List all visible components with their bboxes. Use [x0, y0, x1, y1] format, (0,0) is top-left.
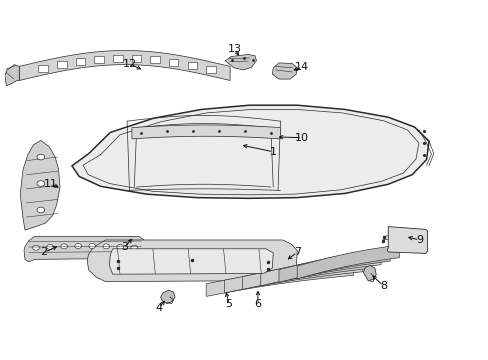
Text: 4: 4: [155, 303, 163, 313]
Circle shape: [89, 244, 95, 248]
Text: 5: 5: [225, 299, 232, 309]
Circle shape: [75, 244, 81, 248]
Polygon shape: [20, 140, 60, 230]
Circle shape: [102, 244, 109, 249]
Text: 10: 10: [294, 133, 308, 143]
Text: 14: 14: [294, 62, 308, 72]
Text: 6: 6: [254, 299, 261, 309]
Polygon shape: [224, 259, 362, 293]
Text: 3: 3: [121, 242, 128, 252]
Polygon shape: [272, 63, 297, 79]
Text: 8: 8: [379, 281, 386, 291]
Text: 7: 7: [293, 247, 300, 257]
Text: 2: 2: [41, 247, 48, 257]
Bar: [39, 65, 48, 72]
Polygon shape: [363, 265, 376, 280]
Polygon shape: [242, 256, 371, 289]
Polygon shape: [260, 252, 380, 286]
Polygon shape: [206, 262, 353, 296]
Bar: [94, 56, 104, 63]
Polygon shape: [132, 125, 280, 139]
Polygon shape: [279, 248, 389, 282]
Text: 9: 9: [415, 235, 422, 245]
Text: 11: 11: [43, 179, 57, 189]
Circle shape: [33, 245, 40, 250]
Bar: [168, 59, 178, 66]
Polygon shape: [386, 226, 427, 253]
Polygon shape: [87, 240, 297, 282]
Bar: [206, 66, 215, 73]
Bar: [76, 58, 85, 66]
Polygon shape: [160, 290, 175, 303]
Polygon shape: [19, 50, 230, 81]
Text: 12: 12: [122, 59, 136, 68]
Polygon shape: [24, 237, 147, 262]
Circle shape: [37, 154, 44, 160]
Polygon shape: [109, 249, 273, 274]
Polygon shape: [72, 105, 428, 198]
Circle shape: [37, 207, 44, 213]
Circle shape: [117, 244, 123, 249]
Text: 13: 13: [227, 45, 242, 54]
Bar: [131, 55, 141, 62]
Bar: [57, 61, 66, 68]
Circle shape: [131, 245, 137, 250]
Bar: [113, 55, 122, 62]
Circle shape: [61, 244, 67, 249]
Circle shape: [37, 181, 44, 186]
Bar: [150, 56, 160, 63]
Polygon shape: [5, 65, 19, 86]
Polygon shape: [225, 54, 256, 70]
Circle shape: [47, 244, 53, 249]
Bar: [187, 62, 197, 69]
Text: 1: 1: [269, 147, 276, 157]
Polygon shape: [297, 245, 399, 279]
